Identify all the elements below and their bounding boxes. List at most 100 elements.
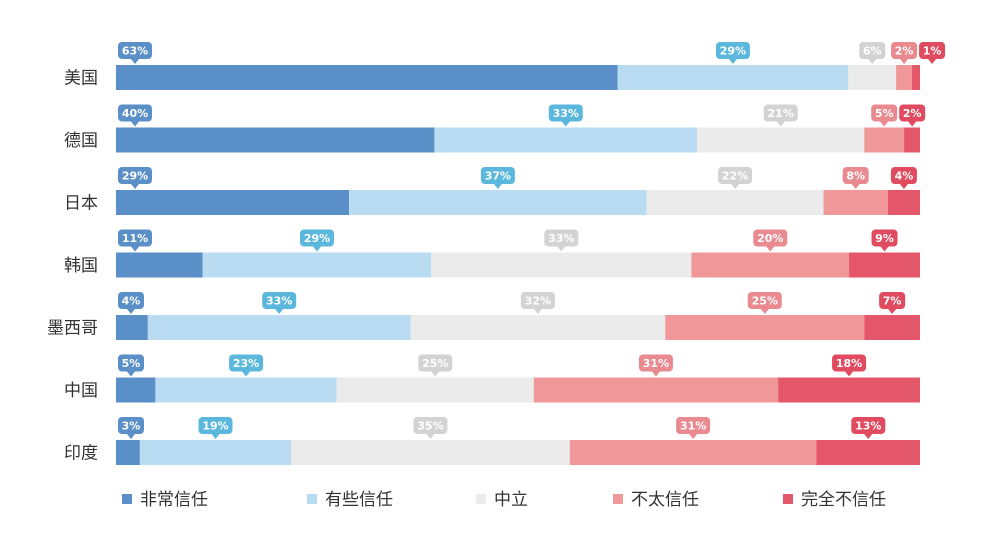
data-label: 29% [118,167,152,189]
data-label-pointer [851,184,860,189]
bar-segment [816,440,920,465]
bar-segment [116,252,203,278]
data-label-pointer [493,184,502,189]
data-label: 2% [891,42,918,64]
data-label-text: 9% [875,232,894,245]
data-label-bubble [638,354,673,372]
data-label: 8% [842,167,869,189]
data-label-text: 29% [304,232,330,245]
data-label: 33% [262,292,297,314]
data-label: 2% [899,104,926,127]
category-label: 德国 [64,131,98,151]
data-label-text: 4% [895,170,914,183]
data-label-text: 33% [548,232,574,245]
data-label: 31% [638,354,673,377]
legend-swatch [476,494,486,504]
data-label-text: 35% [417,420,443,433]
data-label: 3% [118,417,144,439]
category-label: 韩国 [64,256,98,276]
data-label: 1% [919,42,946,64]
data-label-bubble [879,292,906,309]
data-label-pointer [426,434,435,439]
bar-segment [434,127,698,153]
data-label-bubble [413,417,448,434]
data-label-bubble [747,292,782,309]
data-label-pointer [127,309,135,314]
bar-segment [139,440,292,465]
data-label-bubble [832,354,867,372]
legend-label: 完全不信任 [801,490,886,510]
data-label-bubble [548,104,583,122]
data-label-text: 20% [757,232,783,245]
data-label: 19% [198,417,233,439]
labels-layer: 美国 63% 29% 6% 2% 1% 德国 40% 33% 21% 5% 2% 日本 29% 37% 22%… [47,42,946,464]
data-label-text: 8% [846,170,865,183]
data-label: 35% [413,417,448,439]
data-label-bubble [718,167,753,184]
data-label-bubble [715,42,750,59]
data-label-bubble [676,417,711,434]
data-label-pointer [242,371,251,377]
data-label-bubble [118,42,152,59]
data-label: 7% [879,292,906,314]
data-label: 4% [118,292,144,314]
data-label-bubble [520,292,555,309]
data-label-bubble [899,104,926,122]
data-label-pointer [561,121,570,127]
legend-item: 中立 [476,490,528,510]
legend-item: 有些信任 [307,490,393,510]
bar-segment [904,127,920,153]
data-label-text: 4% [122,295,141,308]
bar-segment [646,190,824,215]
data-label-pointer [131,246,139,252]
data-label-pointer [760,309,769,314]
category-label: 中国 [64,381,98,401]
data-label-pointer [313,246,321,252]
data-label-text: 33% [266,295,292,308]
data-label-bubble [262,292,297,309]
bars-layer [116,65,920,465]
data-label-text: 22% [722,170,748,183]
bar-segment [202,252,432,278]
data-label: 63% [118,42,152,64]
data-label-bubble [919,42,946,59]
bar-segment [155,377,337,403]
data-label-text: 37% [485,170,511,183]
data-label-bubble [871,104,898,122]
bar-segment [349,190,647,215]
data-label-text: 29% [122,170,148,183]
data-label-bubble [480,167,515,184]
data-label-pointer [131,184,139,189]
data-label-text: 29% [720,45,746,58]
bar-segment [116,127,435,153]
data-label-text: 21% [768,107,794,120]
bar-segment [691,252,850,278]
data-label-pointer [127,434,135,439]
bar-segment [410,315,666,340]
data-label-text: 40% [122,107,148,120]
data-label: 9% [871,229,898,252]
data-label-bubble [118,104,152,122]
data-label-bubble [418,354,453,372]
data-label: 21% [763,104,798,127]
data-label-pointer [900,59,909,64]
data-label-text: 33% [553,107,579,120]
data-label-bubble [300,229,334,247]
data-label-text: 5% [122,357,141,370]
bar-segment [665,315,865,340]
legend-swatch [783,494,793,504]
data-label: 20% [753,229,788,252]
legend-item: 完全不信任 [783,490,886,510]
bar-segment [291,440,570,465]
category-label: 美国 [64,69,98,89]
bar-segment [617,65,849,90]
data-label-text: 25% [752,295,778,308]
bar-segment [569,440,817,465]
data-label-bubble [118,354,144,372]
data-label-pointer [880,121,889,127]
legend-item: 不太信任 [613,490,699,510]
data-label: 18% [832,354,867,377]
data-label: 22% [718,167,753,189]
data-label-text: 31% [680,420,706,433]
data-label-pointer [131,121,139,127]
